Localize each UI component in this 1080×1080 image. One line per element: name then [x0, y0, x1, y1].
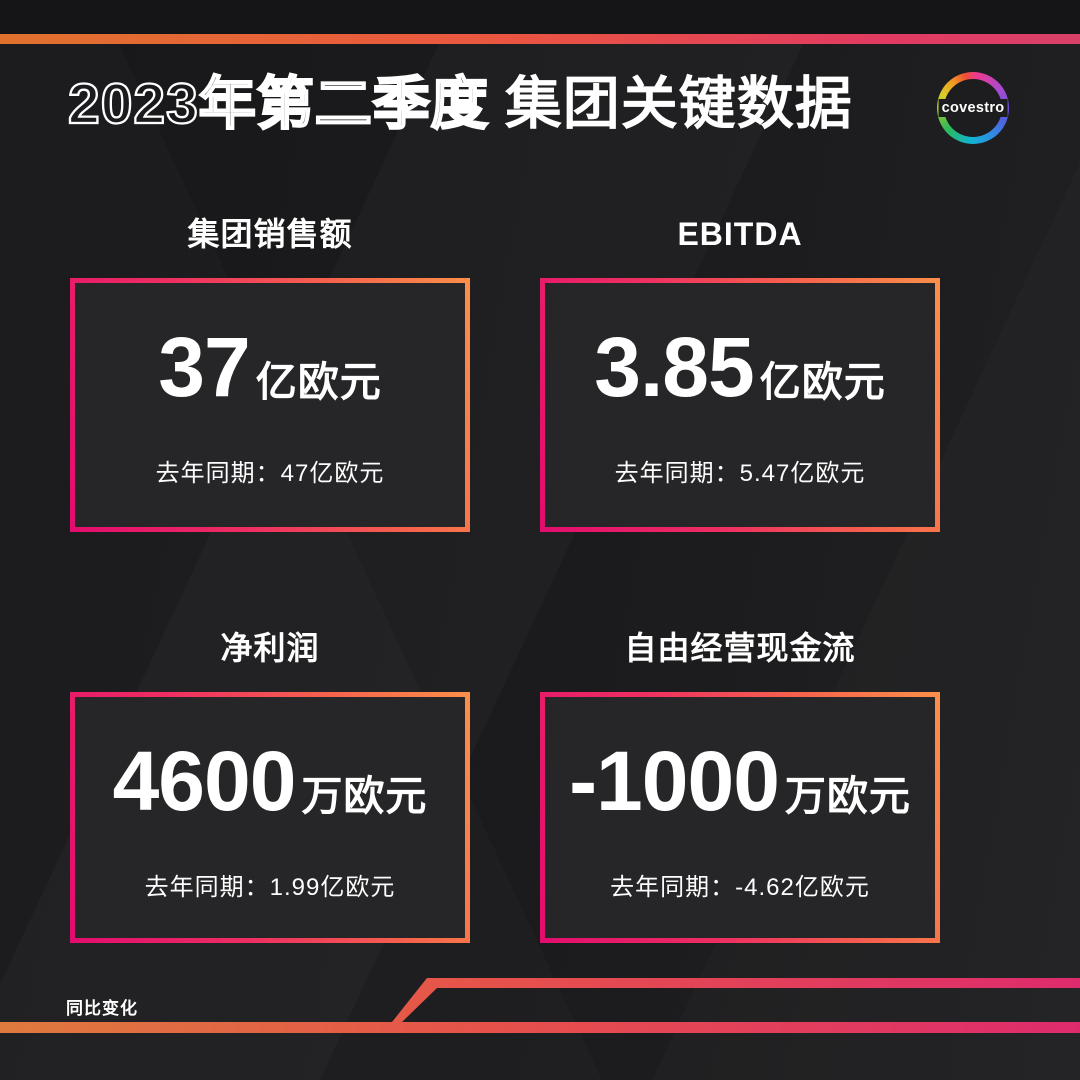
metric-card: 3.85 亿欧元 去年同期：5.47亿欧元 [540, 278, 940, 532]
metric-card: -1000 万欧元 去年同期：-4.62亿欧元 [540, 692, 940, 943]
metric-prior-period: 去年同期：47亿欧元 [155, 460, 385, 487]
footer-label: 同比变化 [66, 999, 138, 1018]
metric-ebitda: EBITDA 3.85 亿欧元 去年同期：5.47亿欧元 [540, 212, 940, 532]
metric-value: 37 [158, 320, 250, 414]
metric-prior-period: 去年同期：1.99亿欧元 [144, 874, 396, 901]
metric-unit: 万欧元 [301, 773, 428, 819]
top-accent-bar [0, 34, 1080, 44]
metric-value: 3.85 [594, 320, 754, 414]
metric-unit: 亿欧元 [759, 359, 886, 405]
metric-card: 37 亿欧元 去年同期：47亿欧元 [70, 278, 470, 532]
metric-title: 集团销售额 [187, 216, 353, 252]
metric-value: -1000 [569, 734, 780, 828]
metric-prior-period: 去年同期：-4.62亿欧元 [610, 874, 870, 901]
metric-free-cash-flow: 自由经营现金流 -1000 万欧元 去年同期：-4.62亿欧元 [540, 626, 940, 943]
logo-wordmark: covestro [938, 99, 1008, 117]
metric-value: 4600 [112, 734, 297, 828]
covestro-logo: covestro [937, 72, 1009, 144]
metric-unit: 万欧元 [784, 773, 911, 819]
metric-group-sales: 集团销售额 37 亿欧元 去年同期：47亿欧元 [70, 212, 470, 532]
title-subject: 集团关键数据 [504, 72, 853, 136]
metric-card: 4600 万欧元 去年同期：1.99亿欧元 [70, 692, 470, 943]
page-title: 2023年第二季度 集团关键数据 [67, 70, 853, 138]
metric-title: 净利润 [220, 630, 320, 666]
top-strip [0, 0, 1080, 34]
title-period: 2023年第二季度 [67, 71, 489, 137]
metric-net-profit: 净利润 4600 万欧元 去年同期：1.99亿欧元 [70, 626, 470, 943]
metric-title: 自由经营现金流 [624, 630, 856, 666]
metric-title: EBITDA [677, 216, 803, 252]
metric-unit: 亿欧元 [255, 359, 382, 405]
metric-prior-period: 去年同期：5.47亿欧元 [614, 460, 866, 487]
